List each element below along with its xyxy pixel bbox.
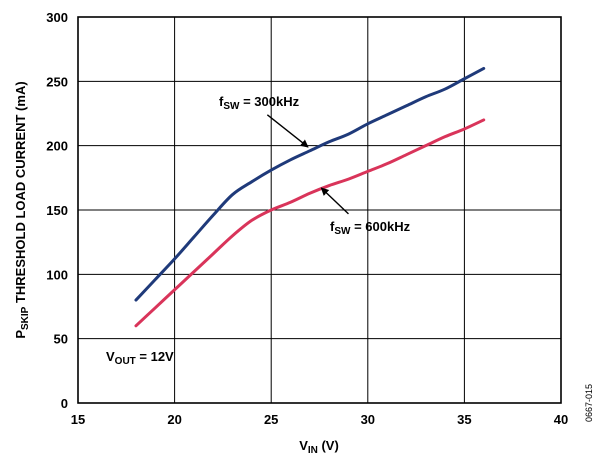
x-tick-label: 20 (167, 412, 181, 427)
annotation-vout-12v: VOUT = 12V (106, 349, 174, 367)
y-tick-labels: 0 50 100 150 200 250 300 (46, 10, 68, 411)
y-tick-label: 250 (46, 74, 68, 89)
x-tick-labels: 15 20 25 30 35 40 (71, 412, 568, 427)
annotation-fsw-300khz: fSW = 300kHz (219, 94, 300, 112)
y-axis-label: PSKIP THRESHOLD LOAD CURRENT (mA) (13, 81, 31, 338)
x-tick-label: 15 (71, 412, 85, 427)
arrow-fsw-300khz (266, 114, 309, 148)
x-tick-label: 30 (361, 412, 375, 427)
series-line-1 (134, 118, 486, 328)
x-axis-label: VIN (V) (299, 438, 339, 453)
y-tick-label: 50 (54, 332, 68, 347)
figure-id: 0667-015 (584, 384, 594, 422)
y-tick-label: 150 (46, 203, 68, 218)
series-line-0 (134, 66, 486, 302)
arrow-fsw-600khz (320, 187, 349, 215)
y-tick-label: 0 (61, 396, 68, 411)
x-tick-label: 25 (264, 412, 278, 427)
y-tick-label: 200 (46, 139, 68, 154)
x-tick-label: 35 (457, 412, 471, 427)
x-tick-label: 40 (554, 412, 568, 427)
annotation-arrows (266, 114, 349, 215)
y-tick-label: 300 (46, 10, 68, 25)
annotation-fsw-600khz: fSW = 600kHz (330, 219, 411, 237)
y-tick-label: 100 (46, 267, 68, 282)
plot-border (77, 16, 562, 404)
series-lines (134, 66, 486, 328)
grid (77, 16, 562, 404)
